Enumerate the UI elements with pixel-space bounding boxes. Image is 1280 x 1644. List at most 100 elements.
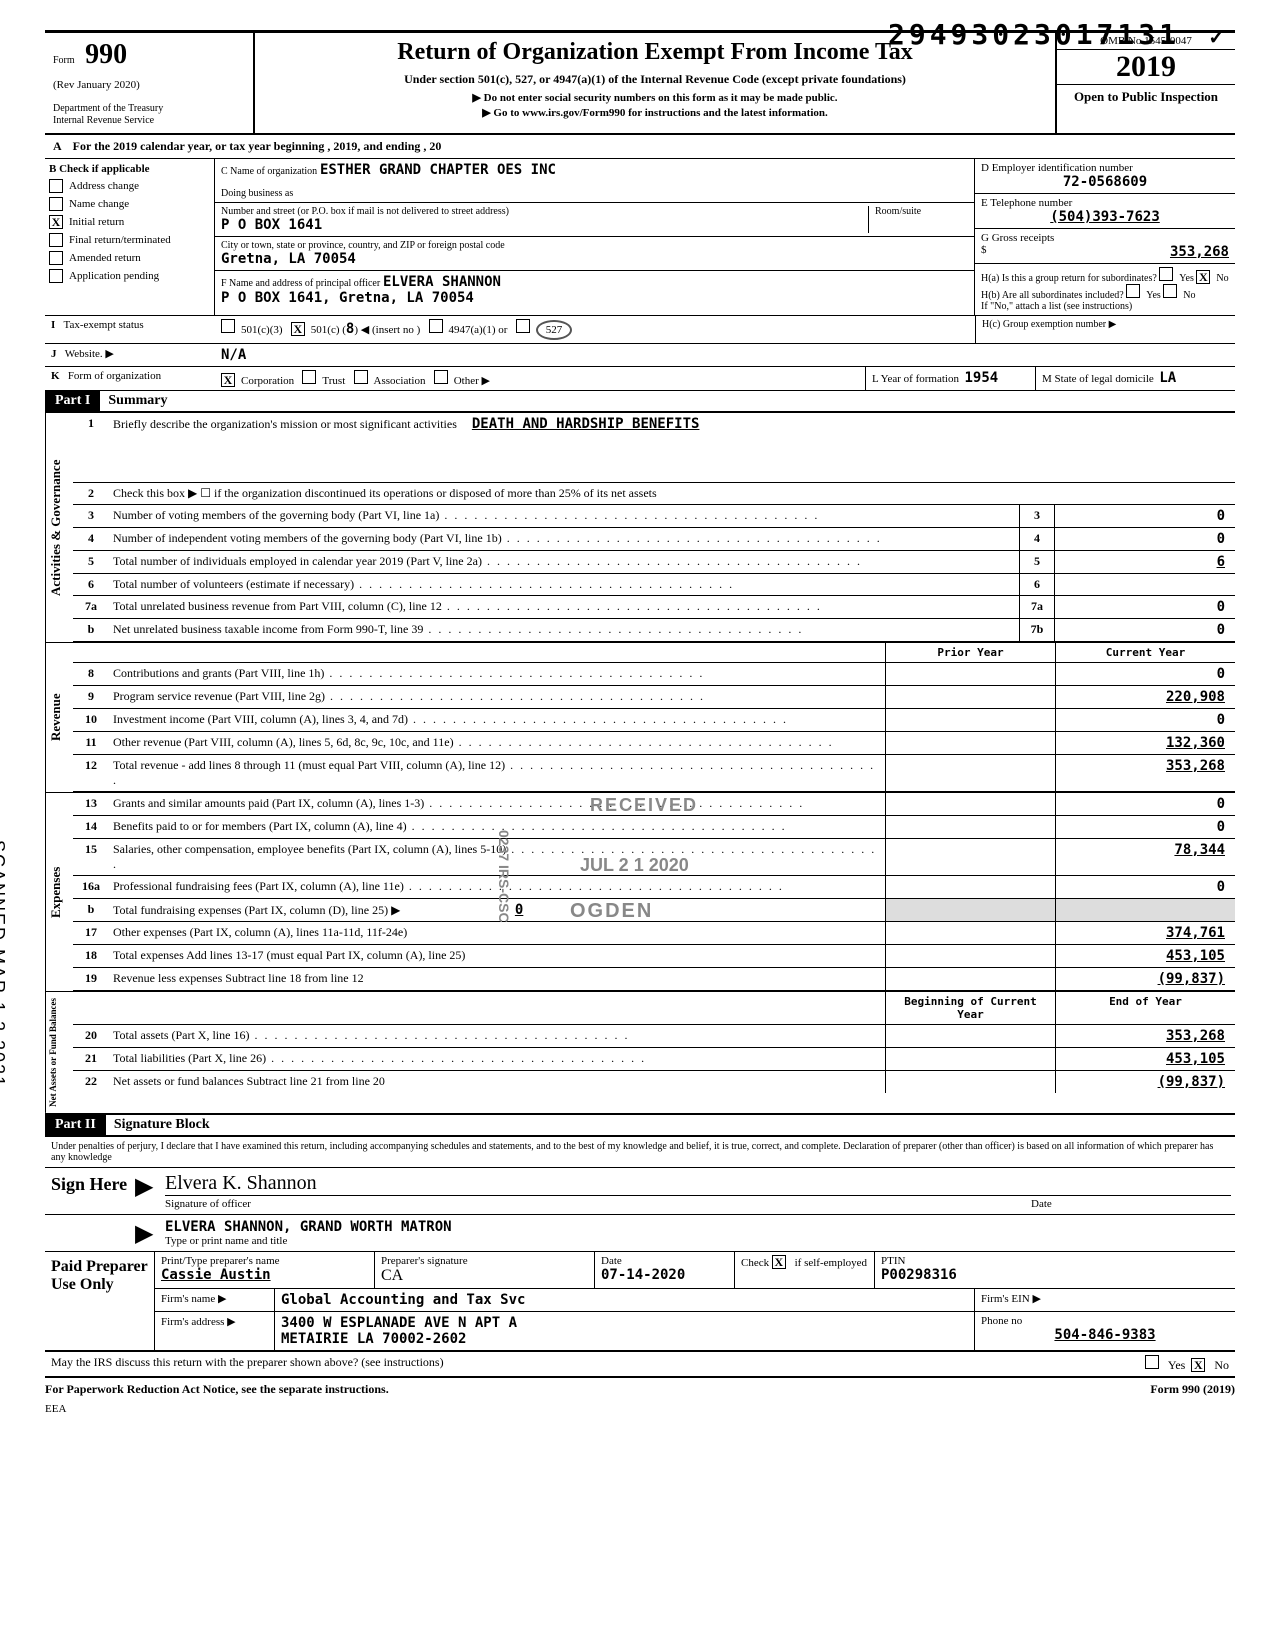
check-other[interactable] — [434, 370, 448, 384]
year-formation: 1954 — [964, 370, 998, 386]
street-label: Number and street (or P.O. box if mail i… — [221, 206, 868, 217]
gross-label: G Gross receipts — [981, 232, 1054, 244]
stamp-control-num: 0237 IRS-CSC — [496, 830, 512, 923]
city-value: Gretna, LA 70054 — [221, 251, 968, 267]
l20-value: 353,268 — [1055, 1025, 1235, 1047]
eoy-hdr: End of Year — [1055, 992, 1235, 1024]
tel-value: (504)393-7623 — [981, 209, 1229, 225]
check-527[interactable] — [516, 319, 530, 333]
l5-value: 6 — [1055, 551, 1235, 573]
officer-signature: Elvera K. Shannon — [165, 1172, 317, 1194]
l12-value: 353,268 — [1055, 755, 1235, 791]
phone-value: 504-846-9383 — [981, 1327, 1229, 1343]
check-name-change[interactable] — [49, 197, 63, 211]
dba-label: Doing business as — [221, 188, 968, 199]
received-stamp: RECEIVED — [590, 795, 698, 816]
check-final-return[interactable] — [49, 233, 63, 247]
l7b-value: 0 — [1055, 619, 1235, 641]
gross-value: 353,268 — [1170, 244, 1229, 260]
part2-title: Signature Block — [114, 1117, 210, 1133]
tab-net-assets: Net Assets or Fund Balances — [45, 992, 73, 1113]
l8-value: 0 — [1055, 663, 1235, 685]
hb-label: H(b) Are all subordinates included? — [981, 290, 1124, 301]
check-self-employed[interactable]: X — [772, 1255, 786, 1269]
arrow-icon: ▶ — [135, 1215, 161, 1251]
hb-yes[interactable] — [1126, 284, 1140, 298]
l14-value: 0 — [1055, 816, 1235, 838]
tax-exempt-label: Tax-exempt status — [64, 319, 144, 331]
officer-addr: P O BOX 1641, Gretna, LA 70054 — [221, 290, 968, 306]
checkb-label: Check if applicable — [59, 163, 149, 175]
check-4947[interactable] — [429, 319, 443, 333]
h-note: If "No," attach a list (see instructions… — [981, 301, 1229, 312]
ptin-label: PTIN — [881, 1255, 1229, 1267]
prep-name-label: Print/Type preparer's name — [161, 1255, 368, 1267]
ha-label: H(a) Is this a group return for subordin… — [981, 273, 1157, 284]
tab-revenue: Revenue — [45, 643, 73, 792]
check-501c3[interactable] — [221, 319, 235, 333]
name-title-label: Type or print name and title — [165, 1235, 1231, 1247]
received-date-stamp: JUL 2 1 2020 — [580, 855, 689, 876]
ha-yes[interactable] — [1159, 267, 1173, 281]
check-trust[interactable] — [302, 370, 316, 384]
paperwork-notice: For Paperwork Reduction Act Notice, see … — [45, 1382, 389, 1397]
discuss-yes[interactable] — [1145, 1355, 1159, 1369]
discuss-no[interactable]: X — [1191, 1358, 1205, 1372]
form-footer: Form 990 (2019) — [1150, 1382, 1235, 1397]
paid-preparer-label: Paid Preparer Use Only — [45, 1252, 155, 1350]
phone-label: Phone no — [981, 1315, 1229, 1327]
org-name-label: C Name of organization — [221, 166, 317, 177]
firm-addr1: 3400 W ESPLANADE AVE N APT A — [281, 1315, 968, 1331]
check-initial-return[interactable]: X — [49, 215, 63, 229]
form-label: Form — [53, 55, 75, 66]
ptin-value: P00298316 — [881, 1267, 1229, 1283]
website-label: Website. ▶ — [65, 348, 114, 360]
check-501c[interactable]: X — [291, 322, 305, 336]
tel-label: E Telephone number — [981, 197, 1229, 209]
l1-label: Briefly describe the organization's miss… — [113, 417, 457, 431]
prep-date-label: Date — [601, 1255, 728, 1267]
check-amended[interactable] — [49, 251, 63, 265]
check-pending[interactable] — [49, 269, 63, 283]
form-note1: ▶ Do not enter social security numbers o… — [265, 91, 1045, 104]
date-label: Date — [1031, 1198, 1231, 1210]
form-note2: ▶ Go to www.irs.gov/Form990 for instruct… — [265, 106, 1045, 119]
hb-no[interactable] — [1163, 284, 1177, 298]
officer-name: ELVERA SHANNON — [383, 274, 501, 290]
form-subtitle: Under section 501(c), 527, or 4947(a)(1)… — [265, 72, 1045, 87]
form-rev: (Rev January 2020) — [53, 79, 245, 91]
tax-year: 2019 — [1057, 50, 1235, 85]
officer-name-title: ELVERA SHANNON, GRAND WORTH MATRON — [165, 1219, 1231, 1235]
tab-expenses: Expenses — [45, 793, 73, 991]
prep-signature: CA — [381, 1267, 588, 1285]
l1-value: DEATH AND HARDSHIP BENEFITS — [472, 416, 700, 432]
l4-value: 0 — [1055, 528, 1235, 550]
street-value: P O BOX 1641 — [221, 217, 868, 233]
prep-name: Cassie Austin — [161, 1267, 368, 1283]
curr-year-hdr: Current Year — [1055, 643, 1235, 662]
open-inspection: Open to Public Inspection — [1057, 85, 1235, 110]
scanned-stamp: SCANNED MAR 1 2 2021 — [0, 840, 8, 1088]
ha-no[interactable]: X — [1196, 270, 1210, 284]
form-number: 990 — [85, 39, 127, 70]
dln-check-icon: ✓ — [1208, 25, 1225, 50]
prep-sig-label: Preparer's signature — [381, 1255, 588, 1267]
prior-year-hdr: Prior Year — [885, 643, 1055, 662]
firm-ein-label: Firm's EIN ▶ — [975, 1289, 1235, 1311]
l11-value: 132,360 — [1055, 732, 1235, 754]
arrow-icon: ▶ — [135, 1168, 161, 1214]
l17-value: 374,761 — [1055, 922, 1235, 944]
l18-value: 453,105 — [1055, 945, 1235, 967]
dept-line1: Department of the Treasury — [53, 103, 245, 115]
check-address-change[interactable] — [49, 179, 63, 193]
part1-num: Part I — [45, 391, 100, 411]
check-assoc[interactable] — [354, 370, 368, 384]
firm-addr2: METAIRIE LA 70002-2602 — [281, 1331, 968, 1347]
check-corp[interactable]: X — [221, 373, 235, 387]
form-org-label: Form of organization — [68, 370, 161, 382]
sign-here-label: Sign Here — [45, 1168, 135, 1214]
officer-label: F Name and address of principal officer — [221, 278, 380, 289]
l22-value: (99,837) — [1055, 1071, 1235, 1093]
hc-label: H(c) Group exemption number ▶ — [975, 316, 1235, 343]
l3-value: 0 — [1055, 505, 1235, 527]
